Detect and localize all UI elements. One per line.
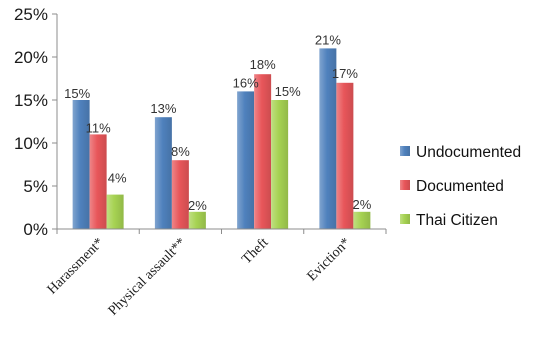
data-label: 15% — [275, 84, 301, 99]
legend-swatch-documented — [400, 180, 410, 190]
bar-thai-citizen-4 — [353, 211, 371, 229]
bar-undocumented-4 — [319, 48, 337, 230]
data-label: 2% — [352, 197, 371, 212]
legend-label-thai-citizen: Thai Citizen — [416, 212, 498, 229]
bars — [72, 48, 371, 230]
data-label: 11% — [86, 120, 111, 135]
data-label: 4% — [108, 171, 127, 186]
data-label: 17% — [332, 66, 358, 81]
x-tick-label: Theft — [239, 235, 271, 267]
x-tick-label: Eviction* — [305, 235, 354, 284]
data-label: 13% — [150, 101, 176, 116]
x-axis: Harassment*Physical assault** Theft Evicti… — [45, 228, 387, 319]
y-axis: 0% 5% 10% 15% 20% 25% — [14, 5, 58, 239]
legend: Undocumented Documented Thai Citizen — [400, 144, 521, 229]
data-label: 18% — [250, 57, 276, 72]
y-tick-label: 15% — [14, 91, 48, 110]
legend-label-documented: Documented — [416, 178, 504, 195]
bar-documented-2 — [171, 160, 189, 229]
bar-documented-1 — [89, 134, 107, 229]
data-label: 16% — [233, 75, 259, 90]
y-tick-label: 5% — [23, 177, 48, 196]
y-tick-label: 25% — [14, 5, 48, 24]
bar-undocumented-2 — [154, 117, 172, 229]
data-labels: 15% 11% 4% 13% 8% 2% 16% 18% 15% 21% 17% 2% — [64, 32, 372, 212]
legend-label-undocumented: Undocumented — [416, 144, 521, 161]
y-tick-label: 20% — [14, 48, 48, 67]
bar-thai-citizen-1 — [106, 194, 124, 229]
bar-thai-citizen-2 — [188, 211, 206, 229]
data-label: 15% — [64, 86, 90, 101]
data-label: 21% — [315, 32, 341, 47]
bar-documented-4 — [336, 82, 354, 229]
data-label: 2% — [188, 198, 207, 213]
bar-thai-citizen-3 — [271, 100, 289, 229]
y-tick-label: 0% — [23, 220, 48, 239]
bar-undocumented-3 — [237, 91, 255, 230]
bar-undocumented-1 — [72, 100, 90, 229]
data-label: 8% — [171, 144, 190, 159]
y-tick-label: 10% — [14, 134, 48, 153]
legend-swatch-thai-citizen — [400, 214, 410, 224]
bar-documented-3 — [254, 74, 272, 229]
legend-swatch-undocumented — [400, 146, 410, 156]
x-tick-label: Harassment* — [45, 235, 107, 297]
x-tick-label: Physical assault** — [106, 235, 189, 318]
